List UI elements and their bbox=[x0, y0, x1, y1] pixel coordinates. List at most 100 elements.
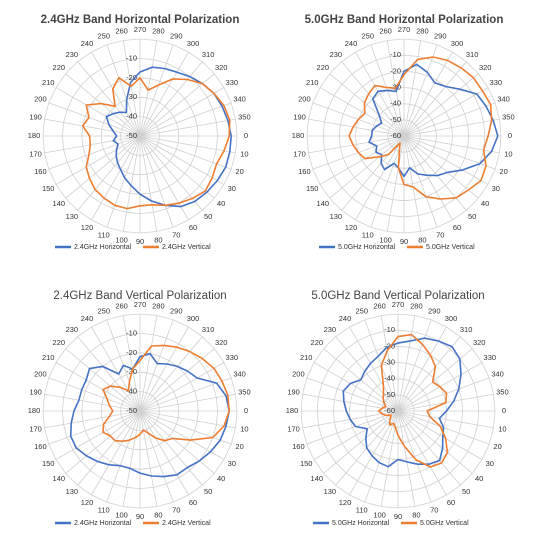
spoke bbox=[386, 135, 405, 232]
angle-label: 220 bbox=[53, 63, 66, 72]
angle-label: 0 bbox=[244, 131, 248, 140]
angle-label: 110 bbox=[98, 506, 110, 515]
angle-label: 170 bbox=[293, 149, 306, 158]
spoke bbox=[139, 410, 232, 445]
r-tick-label: -40 bbox=[126, 112, 137, 121]
spoke bbox=[397, 319, 432, 412]
spoke bbox=[370, 135, 405, 228]
chart-title: 5.0GHz Band Vertical Polarization bbox=[311, 290, 484, 302]
angle-label: 250 bbox=[361, 31, 374, 40]
angle-label: 280 bbox=[152, 27, 165, 36]
spoke bbox=[139, 135, 225, 185]
spoke bbox=[139, 44, 174, 137]
spoke bbox=[397, 410, 461, 486]
angle-label: 30 bbox=[486, 459, 494, 468]
r-tick-label: -20 bbox=[126, 348, 137, 357]
angle-label: 270 bbox=[392, 300, 405, 309]
spoke bbox=[319, 87, 405, 137]
angle-label: 260 bbox=[115, 302, 128, 311]
angle-label: 40 bbox=[475, 474, 483, 483]
r-tick-label: -40 bbox=[126, 387, 137, 396]
angle-label: 180 bbox=[292, 131, 305, 140]
legend-label: 5.0GHz Vertical bbox=[426, 244, 475, 251]
spoke bbox=[397, 377, 490, 412]
spoke bbox=[139, 410, 203, 486]
spoke bbox=[403, 135, 438, 228]
angle-label: 180 bbox=[28, 406, 41, 415]
spoke bbox=[48, 102, 141, 137]
angle-label: 210 bbox=[300, 353, 313, 362]
spoke bbox=[403, 135, 479, 199]
spoke bbox=[139, 336, 203, 412]
angle-label: 120 bbox=[81, 223, 94, 232]
r-tick-label: -60 bbox=[390, 131, 401, 140]
angle-label: 90 bbox=[136, 237, 144, 246]
angle-label: 140 bbox=[317, 199, 330, 208]
angle-label: 290 bbox=[434, 31, 447, 40]
spoke bbox=[122, 40, 141, 137]
angle-label: 30 bbox=[228, 459, 236, 468]
angle-label: 120 bbox=[345, 223, 358, 232]
spoke bbox=[403, 40, 422, 137]
spoke bbox=[65, 410, 141, 474]
angle-label: 180 bbox=[28, 131, 41, 140]
spoke bbox=[139, 410, 158, 507]
angle-label: 70 bbox=[172, 231, 180, 240]
spoke bbox=[139, 102, 232, 137]
angle-label: 330 bbox=[226, 78, 239, 87]
spoke bbox=[44, 393, 141, 412]
radar-chart: 5.0GHz Band Horizontal Polarization 0 10 20… bbox=[292, 14, 515, 251]
spoke bbox=[139, 118, 236, 137]
series-line bbox=[102, 344, 230, 442]
series-line bbox=[342, 337, 462, 468]
angle-label: 300 bbox=[451, 39, 464, 48]
angle-label: 240 bbox=[339, 314, 352, 323]
angle-label: 220 bbox=[317, 63, 330, 72]
spoke bbox=[48, 135, 141, 170]
angle-label: 190 bbox=[29, 113, 42, 122]
spoke bbox=[403, 73, 479, 137]
angle-label: 30 bbox=[492, 184, 500, 193]
angle-label: 210 bbox=[306, 78, 319, 87]
spoke bbox=[306, 410, 399, 445]
spoke bbox=[65, 135, 141, 199]
angle-label: 240 bbox=[81, 39, 94, 48]
angle-label: 170 bbox=[29, 424, 42, 433]
spoke bbox=[65, 73, 141, 137]
angle-label: 80 bbox=[412, 510, 420, 519]
angle-label: 40 bbox=[217, 199, 225, 208]
angle-label: 160 bbox=[298, 167, 311, 176]
angle-label: 190 bbox=[293, 113, 306, 122]
angle-label: 130 bbox=[66, 487, 79, 496]
spoke bbox=[55, 87, 141, 137]
spoke bbox=[397, 336, 461, 412]
spoke bbox=[55, 410, 141, 460]
angle-label: 40 bbox=[481, 199, 489, 208]
angle-label: 350 bbox=[496, 388, 509, 397]
angle-label: 90 bbox=[400, 237, 408, 246]
spoke bbox=[122, 410, 141, 507]
spoke bbox=[355, 51, 405, 137]
angle-label: 70 bbox=[430, 506, 438, 515]
spoke bbox=[55, 135, 141, 185]
spoke bbox=[349, 326, 399, 412]
spoke bbox=[139, 40, 158, 137]
angle-label: 280 bbox=[152, 302, 165, 311]
angle-label: 240 bbox=[81, 314, 94, 323]
angle-label: 350 bbox=[502, 113, 515, 122]
spoke bbox=[319, 135, 405, 185]
angle-label: 210 bbox=[42, 353, 55, 362]
r-tick-label: -10 bbox=[126, 53, 137, 62]
angle-label: 330 bbox=[490, 78, 503, 87]
spoke bbox=[397, 410, 432, 503]
angle-label: 200 bbox=[34, 95, 47, 104]
radar-chart: 2.4GHz Band Horizontal Polarization 0 10 20… bbox=[28, 14, 251, 251]
spoke bbox=[329, 73, 405, 137]
angle-label: 180 bbox=[286, 406, 299, 415]
angle-label: 60 bbox=[447, 498, 455, 507]
spoke bbox=[403, 61, 467, 137]
spoke bbox=[139, 319, 174, 412]
spoke bbox=[77, 336, 141, 412]
legend-label: 2.4GHz Horizontal bbox=[74, 244, 132, 251]
spoke bbox=[403, 51, 453, 137]
